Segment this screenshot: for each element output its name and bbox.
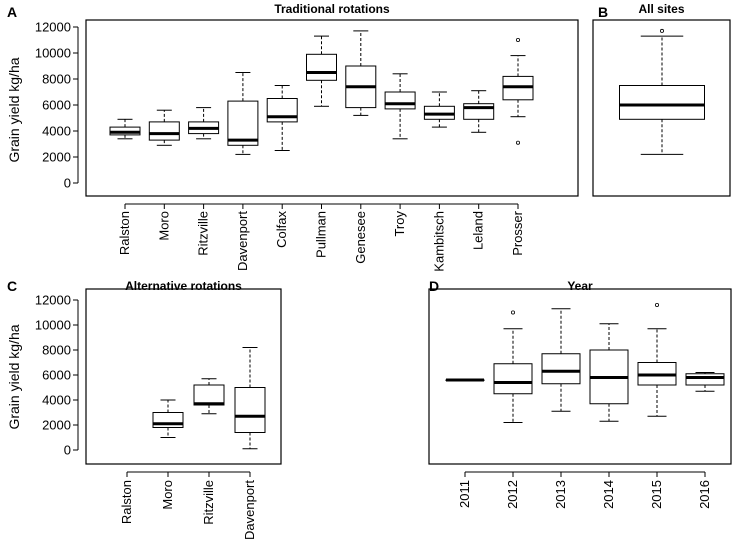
- x-tick-label: 2011: [457, 480, 472, 508]
- box-davenport: [234, 347, 266, 450]
- box-2012: [493, 310, 533, 423]
- panel-d: D Year 2011 2012 2013 2014 2015 2016: [428, 278, 732, 509]
- x-tick-label: 2013: [553, 480, 568, 509]
- x-tick-label: Pullman: [314, 211, 329, 258]
- x-tick-label: Ralston: [117, 211, 132, 255]
- box-iqr: [148, 121, 180, 141]
- box-iqr: [541, 353, 581, 385]
- box-iqr: [619, 85, 705, 120]
- panel-b: B All sites: [592, 2, 731, 197]
- x-tick-label: 2015: [649, 480, 664, 509]
- plot-frame: [428, 288, 732, 465]
- box-genesee: [345, 30, 377, 116]
- x-tick-label: Kambitsch: [431, 211, 446, 272]
- y-axis-label: Grain yield kg/ha: [6, 324, 22, 429]
- box-iqr: [306, 53, 337, 81]
- x-tick-label: Moro: [160, 480, 175, 510]
- box-2014: [589, 323, 629, 422]
- box-moro: [152, 399, 184, 438]
- x-tick-label: 2012: [505, 480, 520, 509]
- y-tick-label: 8000: [42, 72, 71, 87]
- box-2016: [685, 372, 725, 392]
- panel-letter: C: [7, 278, 17, 294]
- outlier-point: [516, 38, 521, 43]
- box-iqr: [493, 363, 533, 395]
- y-tick-label: 12000: [35, 20, 71, 35]
- panel-letter: A: [7, 4, 17, 20]
- panel-a: A Traditional rotations 0 2000 4000 6000 8000 1…: [6, 2, 579, 272]
- panel-title: All sites: [638, 2, 684, 16]
- box-ritzville: [188, 107, 220, 140]
- y-tick-label: 10000: [35, 318, 71, 333]
- box-iqr: [234, 387, 266, 433]
- outlier-point: [655, 302, 660, 307]
- x-tick-label: Leland: [471, 211, 486, 250]
- x-tick-label: Davenport: [235, 211, 250, 271]
- box-kambitsch: [423, 91, 455, 128]
- y-tick-label: 6000: [42, 368, 71, 383]
- box-iqr: [266, 98, 298, 123]
- box-ralston: [109, 118, 141, 140]
- box-iqr: [227, 100, 259, 146]
- box-2015: [637, 302, 677, 417]
- box-colfax: [266, 85, 298, 151]
- outlier-point: [516, 140, 521, 145]
- plot-frame: [85, 19, 579, 197]
- panel-c: C Alternative rotations 0 2000 4000 6000 8000 1…: [6, 278, 282, 540]
- y-axis-label: Grain yield kg/ha: [6, 57, 22, 162]
- box-ritzville: [193, 378, 225, 415]
- x-tick-label: Prosser: [510, 210, 525, 255]
- x-tick-label: 2014: [601, 480, 616, 509]
- y-tick-label: 10000: [35, 46, 71, 61]
- panel-title: Alternative rotations: [125, 279, 242, 293]
- panel-letter: B: [598, 4, 608, 20]
- plot-frame: [592, 19, 731, 197]
- x-tick-label: Colfax: [274, 211, 289, 248]
- box-leland: [463, 90, 495, 133]
- outlier-point: [510, 310, 515, 315]
- x-tick-label: Troy: [392, 211, 407, 237]
- x-tick-label: Ralston: [119, 480, 134, 524]
- outlier-point: [660, 28, 665, 33]
- box-prosser: [502, 38, 534, 145]
- y-tick-label: 0: [64, 443, 71, 458]
- y-tick-label: 12000: [35, 293, 71, 308]
- x-tick-label: Genesee: [353, 211, 368, 264]
- x-tick-label: Moro: [156, 211, 171, 241]
- x-tick-label: Ritzville: [201, 480, 216, 525]
- y-tick-label: 6000: [42, 98, 71, 113]
- box-iqr: [384, 91, 416, 110]
- x-tick-label: 2016: [697, 480, 712, 509]
- box-2013: [541, 308, 581, 412]
- x-tick-label: Ritzville: [196, 211, 211, 256]
- panel-title: Year: [567, 279, 593, 293]
- box-moro: [148, 109, 180, 146]
- box-iqr: [463, 103, 495, 120]
- box-all-sites: [619, 28, 705, 155]
- panel-letter: D: [429, 278, 439, 294]
- y-tick-label: 4000: [42, 393, 71, 408]
- y-tick-label: 0: [64, 176, 71, 191]
- y-tick-label: 4000: [42, 124, 71, 139]
- box-troy: [384, 73, 416, 140]
- box-pullman: [306, 35, 337, 107]
- y-tick-label: 8000: [42, 343, 71, 358]
- box-iqr: [685, 373, 725, 386]
- x-tick-label: Davenport: [242, 480, 257, 540]
- plot-frame: [85, 288, 282, 465]
- box-iqr: [193, 384, 225, 406]
- y-tick-label: 2000: [42, 418, 71, 433]
- panel-title: Traditional rotations: [274, 2, 390, 16]
- box-davenport: [227, 72, 259, 155]
- y-tick-label: 2000: [42, 150, 71, 165]
- box-2011: [445, 378, 485, 382]
